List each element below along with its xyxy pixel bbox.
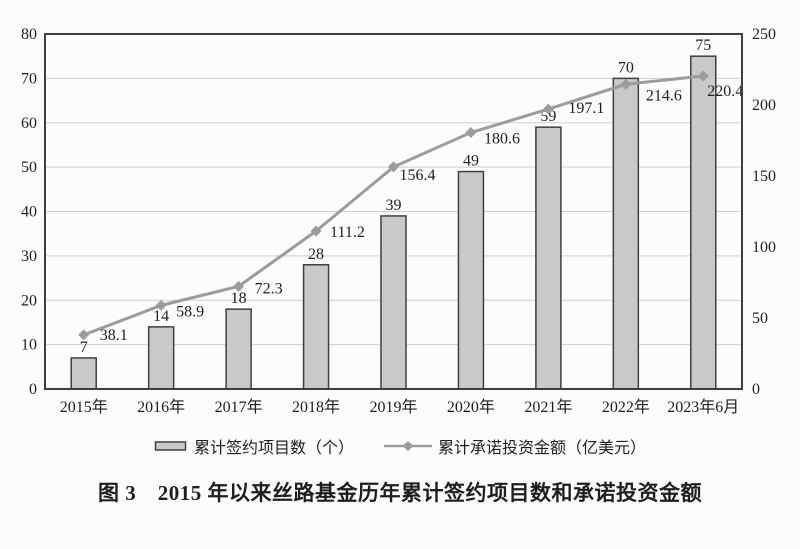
figure-caption: 图 3 2015 年以来丝路基金历年累计签约项目数和承诺投资金额 xyxy=(98,481,702,505)
line-marker xyxy=(155,299,167,311)
bar xyxy=(225,308,252,390)
right-axis-tick-label: 200 xyxy=(752,97,776,114)
bar xyxy=(535,126,562,390)
left-axis-tick-label: 80 xyxy=(21,26,37,43)
line-value-label: 197.1 xyxy=(568,100,604,117)
line-value-label: 111.2 xyxy=(330,224,365,241)
bar-value-label: 59 xyxy=(540,108,556,125)
right-axis-tick-label: 250 xyxy=(752,26,776,43)
line-marker xyxy=(78,329,90,341)
left-axis-tick-label: 20 xyxy=(21,292,37,309)
line-marker xyxy=(542,103,554,115)
chart-legend: 累计签约项目数（个） 累计承诺投资金额（亿美元） xyxy=(0,435,800,457)
bar-value-label: 7 xyxy=(80,339,88,356)
line-marker xyxy=(310,225,322,237)
bar xyxy=(457,170,485,390)
line-value-label: 38.1 xyxy=(100,327,128,344)
x-axis-category-label: 2023年6月 xyxy=(667,398,739,416)
line-marker xyxy=(465,127,477,139)
right-axis-tick-label: 150 xyxy=(752,168,776,185)
line-marker xyxy=(388,161,399,173)
left-axis-tick-label: 40 xyxy=(21,204,37,221)
bar-value-label: 75 xyxy=(695,37,711,54)
x-axis-category-label: 2018年 xyxy=(292,398,340,416)
legend-item-line: 累计承诺投资金额（亿美元） xyxy=(384,434,646,458)
legend-label-line: 累计承诺投资金额（亿美元） xyxy=(438,440,647,457)
left-axis-tick-label: 0 xyxy=(29,381,37,398)
bar xyxy=(612,77,640,390)
bar xyxy=(380,215,407,390)
right-axis-tick-label: 0 xyxy=(752,381,760,398)
bar xyxy=(302,264,330,390)
bar-series-swatch-icon xyxy=(154,441,187,451)
legend-label-bars: 累计签约项目数（个） xyxy=(193,440,354,457)
bar-value-label: 70 xyxy=(618,59,634,76)
line-value-label: 72.3 xyxy=(255,280,283,297)
left-axis-tick-label: 50 xyxy=(21,159,37,176)
right-axis-tick-label: 50 xyxy=(752,310,768,327)
left-axis-tick-label: 60 xyxy=(21,115,37,132)
line-value-label: 156.4 xyxy=(400,167,436,184)
line-value-label: 214.6 xyxy=(646,87,682,104)
left-axis-tick-label: 70 xyxy=(21,70,37,87)
left-axis-tick-label: 10 xyxy=(21,337,37,354)
legend-item-bars: 累计签约项目数（个） xyxy=(154,434,354,458)
bar-value-label: 49 xyxy=(463,153,479,170)
left-axis-tick-label: 30 xyxy=(21,248,37,265)
bar-value-label: 28 xyxy=(308,246,324,263)
x-axis-category-label: 2020年 xyxy=(447,398,495,416)
line-value-label: 180.6 xyxy=(484,131,520,148)
right-axis-tick-label: 100 xyxy=(752,239,776,256)
plot-border xyxy=(44,33,743,390)
line-series-swatch-icon xyxy=(384,441,432,451)
bar-value-label: 14 xyxy=(153,308,169,325)
line-value-label: 220.4 xyxy=(707,83,743,100)
combo-chart-canvas: 7 14 18 28 39 49 59 70 75 38.1 58.9 72.3 111.2 156.4 1… xyxy=(21,26,776,416)
bar-value-label: 39 xyxy=(386,197,402,214)
x-axis-category-label: 2021年 xyxy=(524,398,572,416)
line-marker xyxy=(697,70,709,82)
line-value-label: 58.9 xyxy=(176,303,204,320)
x-axis-category-label: 2015年 xyxy=(60,398,108,416)
bar xyxy=(147,326,175,390)
bar xyxy=(70,357,97,390)
x-axis-category-label: 2022年 xyxy=(602,398,650,416)
x-axis-category-label: 2019年 xyxy=(369,398,417,416)
line-marker xyxy=(233,280,245,292)
x-axis-category-label: 2016年 xyxy=(137,398,185,416)
bar xyxy=(690,55,717,390)
x-axis-category-label: 2017年 xyxy=(215,398,263,416)
bar-value-label: 18 xyxy=(231,290,247,307)
line-marker xyxy=(620,78,632,90)
